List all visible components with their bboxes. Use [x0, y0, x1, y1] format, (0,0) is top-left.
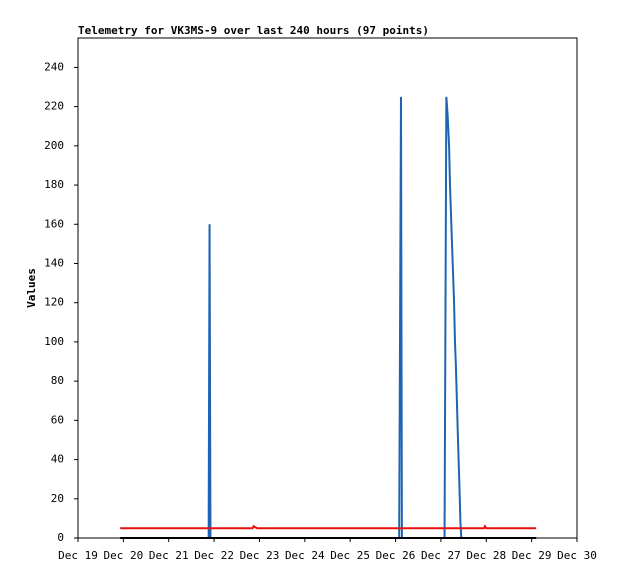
- chart-title: Telemetry for VK3MS-9 over last 240 hour…: [78, 24, 429, 37]
- x-tick-label: Dec 20: [103, 549, 143, 562]
- y-tick-label: 140: [44, 256, 64, 269]
- x-tick-label: Dec 25: [330, 549, 370, 562]
- x-tick-label: Dec 19: [58, 549, 98, 562]
- x-tick-label: Dec 22: [194, 549, 234, 562]
- x-tick-label: Dec 23: [240, 549, 280, 562]
- x-tick-label: Dec 26: [376, 549, 416, 562]
- y-tick-label: 180: [44, 178, 64, 191]
- y-tick-label: 220: [44, 100, 64, 113]
- x-tick-label: Dec 21: [149, 549, 189, 562]
- x-tick-label: Dec 24: [285, 549, 325, 562]
- y-tick-label: 0: [57, 531, 64, 544]
- y-tick-label: 120: [44, 296, 64, 309]
- series-line: [120, 524, 537, 530]
- y-tick-label: 160: [44, 217, 64, 230]
- y-axis-label: Values: [25, 268, 38, 308]
- y-tick-label: 60: [51, 413, 64, 426]
- x-tick-label: Dec 27: [421, 549, 461, 562]
- y-tick-label: 20: [51, 492, 64, 505]
- y-tick-label: 100: [44, 335, 64, 348]
- x-tick-label: Dec 28: [466, 549, 506, 562]
- y-tick-label: 80: [51, 374, 64, 387]
- x-tick-label: Dec 29: [512, 549, 552, 562]
- y-tick-label: 200: [44, 139, 64, 152]
- y-tick-label: 240: [44, 60, 64, 73]
- series-line: [120, 96, 537, 539]
- y-tick-label: 40: [51, 453, 64, 466]
- x-tick-label: Dec 30: [557, 549, 597, 562]
- plot-frame: [77, 37, 578, 539]
